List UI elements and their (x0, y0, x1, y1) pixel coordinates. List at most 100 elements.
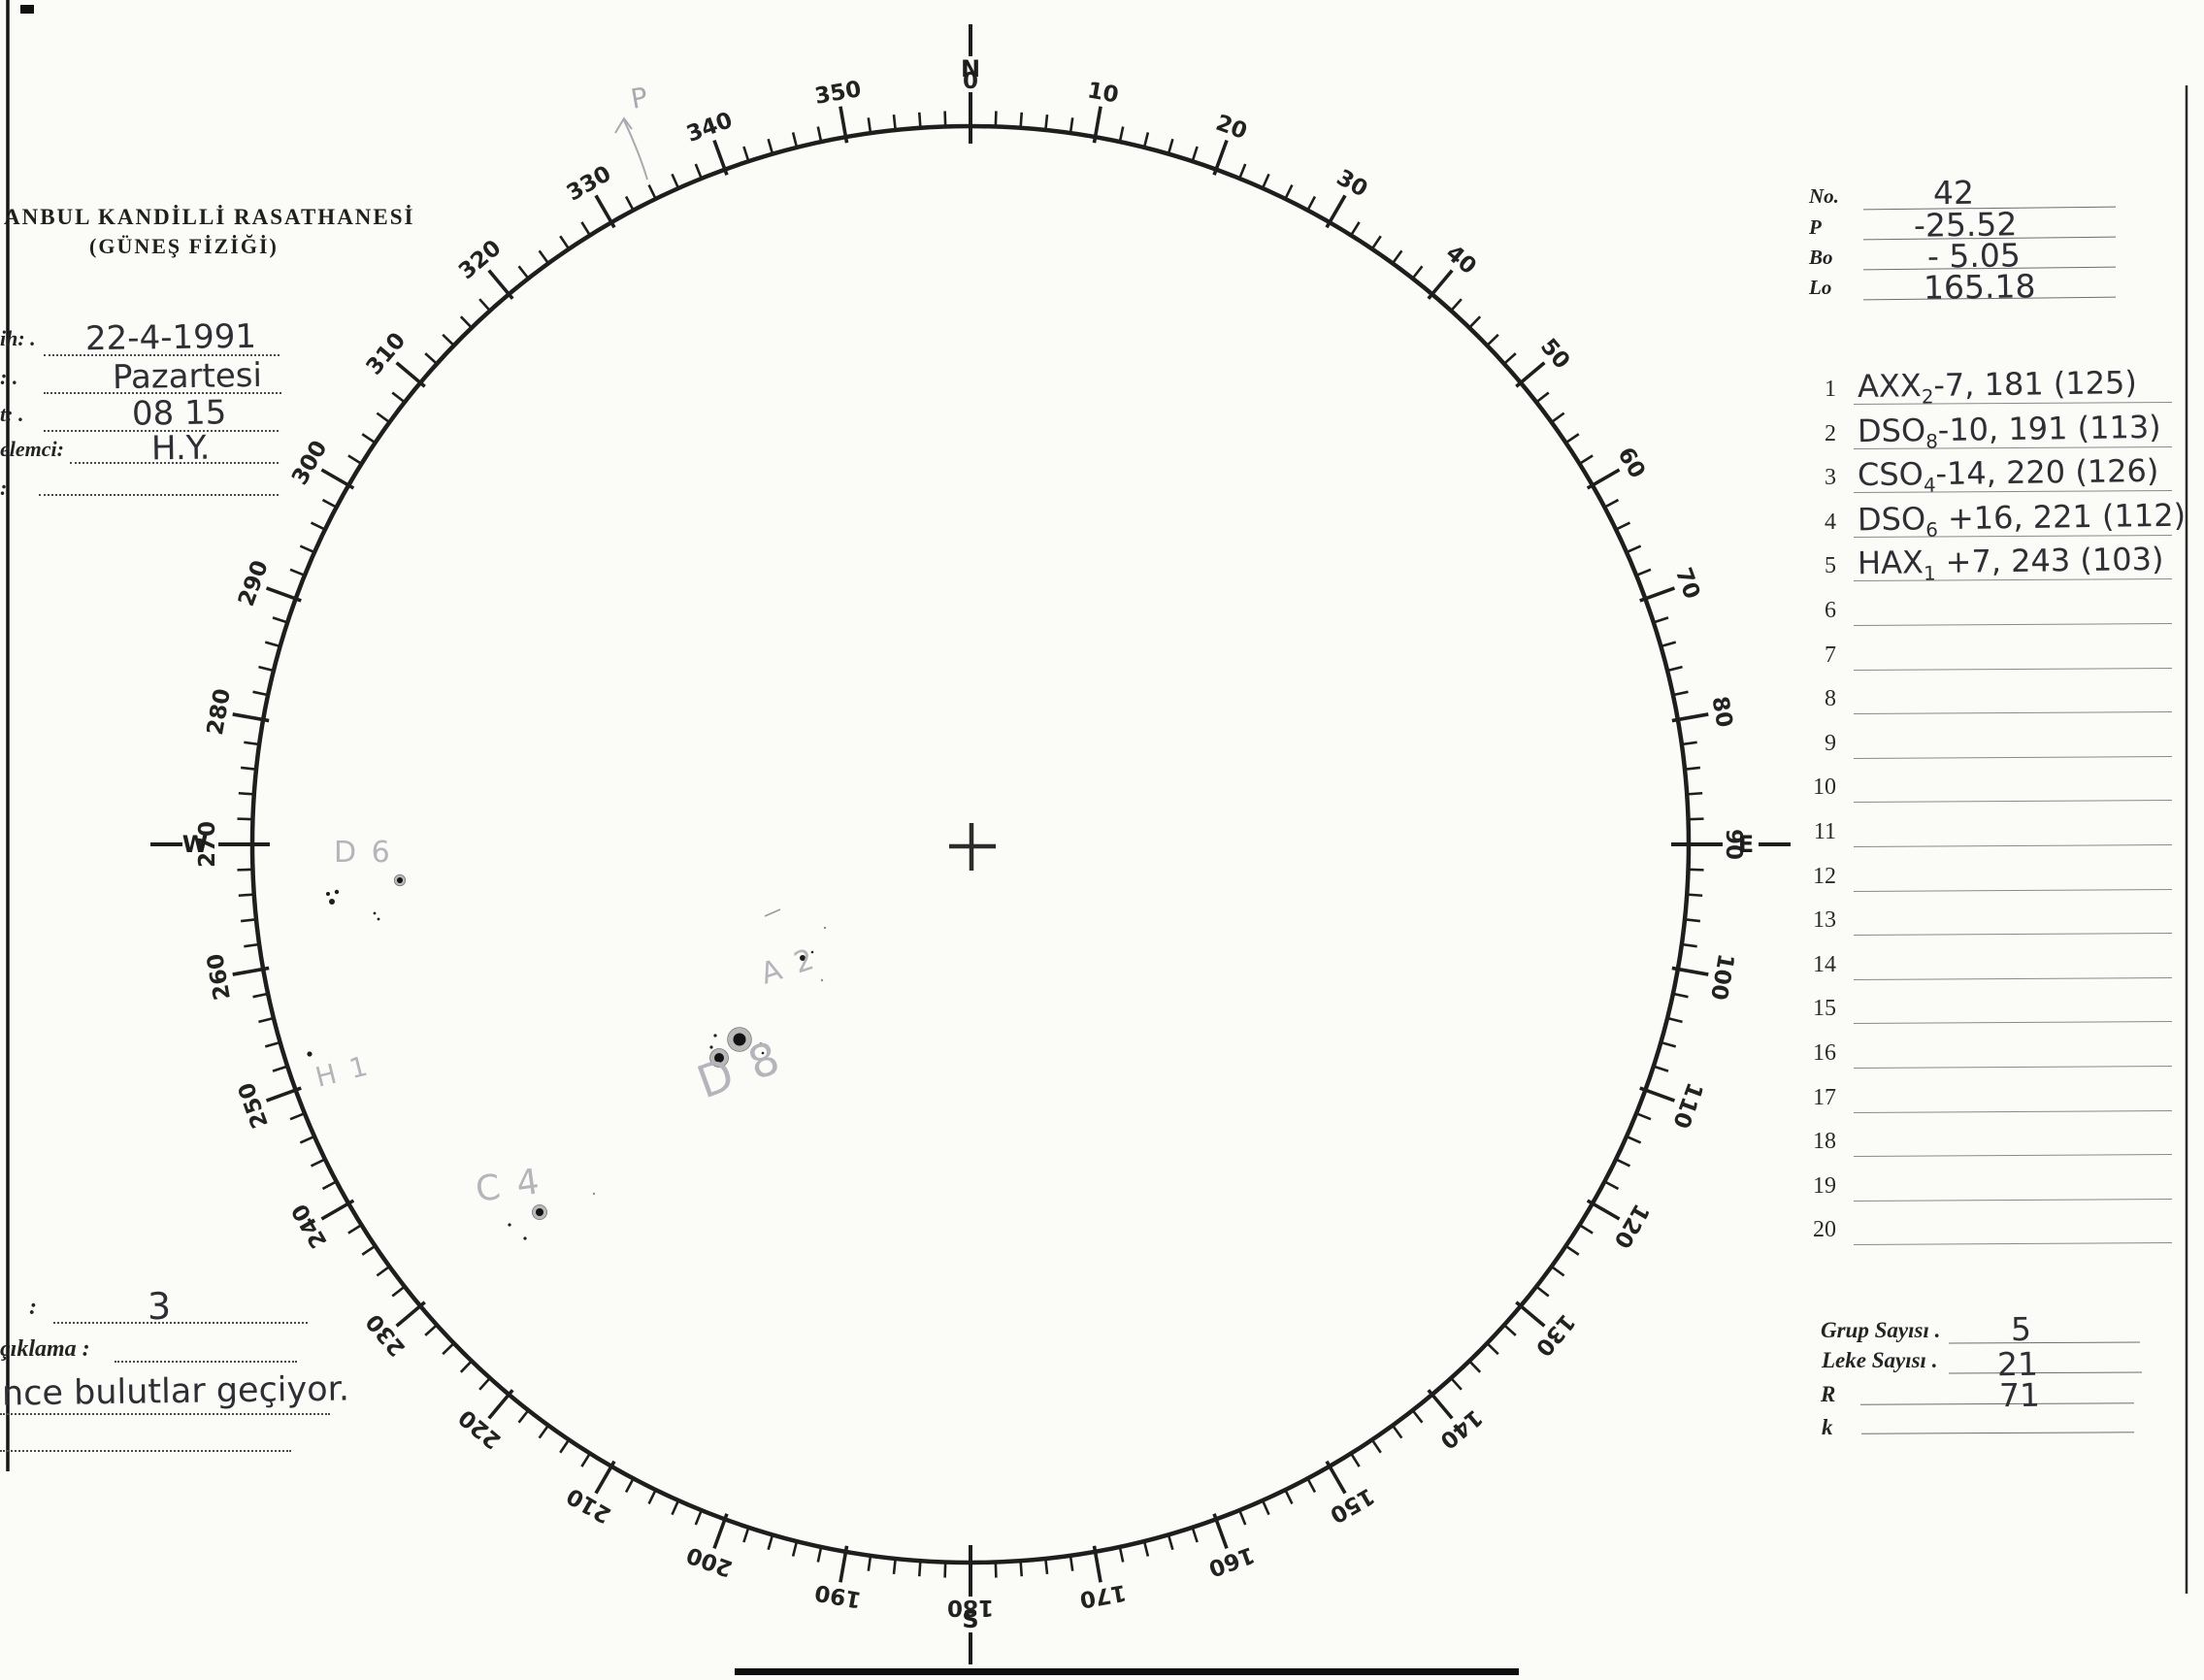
degree-tick (1615, 1158, 1631, 1168)
degree-label: 20 (1212, 111, 1250, 145)
degree-label: 130 (1530, 1308, 1580, 1360)
degree-tick (892, 1558, 897, 1574)
sunspot-group: D 8 (690, 1027, 789, 1108)
date-field-label: t: . (0, 402, 24, 426)
group-row-number: 14 (1813, 951, 1836, 977)
degree-tick (1118, 126, 1125, 143)
cardinal-letter-s: S (962, 1606, 978, 1633)
sunspot (373, 911, 377, 915)
degree-tick (1191, 1527, 1199, 1543)
degree-tick (517, 265, 530, 280)
group-row-number: 6 (1825, 598, 1836, 623)
degree-tick (517, 1409, 530, 1424)
group-row-number: 3 (1825, 465, 1836, 491)
degree-tick (1535, 391, 1550, 404)
group-row-subscript: 8 (1925, 430, 1939, 453)
degree-tick (1639, 586, 1676, 603)
degree-tick (1370, 235, 1382, 250)
degree-tick (1468, 1360, 1482, 1373)
degree-tick (238, 893, 254, 898)
degree-tick (1615, 521, 1631, 531)
degree-label: 340 (683, 108, 736, 148)
degree-tick (1391, 249, 1403, 265)
degree-tick (1515, 361, 1546, 388)
degree-tick (264, 641, 281, 648)
degree-tick (391, 1285, 406, 1298)
degree-tick (712, 1513, 729, 1550)
degree-tick (1238, 163, 1247, 180)
degree-tick (943, 111, 947, 127)
degree-tick (1626, 544, 1642, 554)
degree-tick (442, 1342, 455, 1356)
degree-tick (580, 221, 591, 237)
degree-tick (1306, 1477, 1317, 1494)
degree-tick (1468, 315, 1482, 329)
cardinal-letter-e: E (1738, 831, 1754, 858)
degree-tick (1688, 868, 1704, 872)
degree-tick (594, 194, 616, 229)
degree-tick (647, 1489, 657, 1505)
sunspot-group-label: C 4 (474, 1162, 545, 1210)
note-dotted-line-1 (0, 1413, 330, 1415)
degree-label: 60 (1612, 444, 1650, 483)
degree-tick (1503, 352, 1517, 365)
degree-tick (671, 173, 680, 189)
degree-tick (1684, 918, 1700, 923)
group-row-entry: DSO6 +16, 221 (112) (1857, 496, 2187, 542)
date-field-dotted-line (44, 354, 280, 356)
degree-tick (321, 498, 338, 509)
sunspot-group: D 6 (326, 836, 407, 921)
degree-tick (478, 298, 491, 312)
degree-label: 200 (683, 1541, 736, 1581)
sunspot-faint (823, 926, 827, 930)
degree-tick (1411, 1409, 1424, 1424)
degree-tick (1687, 893, 1703, 898)
degree-tick (1411, 265, 1424, 280)
degree-label: 40 (1441, 241, 1481, 280)
degree-tick (1325, 194, 1347, 229)
degree-tick (1167, 138, 1174, 155)
pencil-p-label: P (628, 81, 649, 115)
date-field-dotted-line (44, 430, 279, 432)
degree-tick (1653, 1065, 1669, 1072)
degree-tick (839, 106, 849, 144)
sunspot (759, 1042, 763, 1046)
degree-tick (424, 1324, 438, 1336)
degree-tick (264, 1040, 281, 1048)
degree-tick (1672, 992, 1689, 999)
sunspot-umbra (714, 1053, 724, 1063)
degree-tick (376, 412, 391, 424)
degree-tick (1019, 112, 1024, 128)
degree-tick (694, 1509, 703, 1526)
degree-label: 280 (203, 687, 236, 738)
degree-tick (580, 1452, 591, 1467)
degree-tick (1639, 1086, 1676, 1103)
note-dotted-line-2 (0, 1450, 291, 1452)
sunspot (713, 1034, 717, 1038)
degree-tick (361, 1244, 377, 1256)
date-field-value: 08 15 (131, 393, 227, 434)
degree-tick (1350, 221, 1361, 237)
sunspot (307, 1051, 313, 1057)
date-field-dotted-line (39, 494, 279, 496)
degree-tick (258, 1016, 275, 1024)
degree-label: 250 (234, 1079, 274, 1132)
degree-tick (1069, 1555, 1074, 1571)
degree-tick (299, 544, 315, 554)
degree-tick (237, 868, 253, 872)
degree-tick (594, 1460, 616, 1495)
degree-tick (237, 817, 253, 821)
date-field-label: elemci: (0, 437, 64, 461)
degree-tick (1044, 1558, 1049, 1574)
summary-label: Grup Sayısı . (1821, 1318, 1941, 1342)
degree-tick (1687, 791, 1703, 796)
degree-tick (1586, 1199, 1621, 1221)
pencil-arrow-head (614, 116, 633, 134)
degree-tick (1427, 269, 1454, 300)
department-subtitle: (GÜNEŞ FİZİĞİ) (89, 234, 279, 258)
sunspot-group-label: H 1 (313, 1049, 374, 1094)
degree-tick (1653, 616, 1669, 624)
date-field-label: ih: . (0, 326, 36, 350)
sunspot (810, 950, 814, 954)
degree-tick (816, 126, 823, 143)
